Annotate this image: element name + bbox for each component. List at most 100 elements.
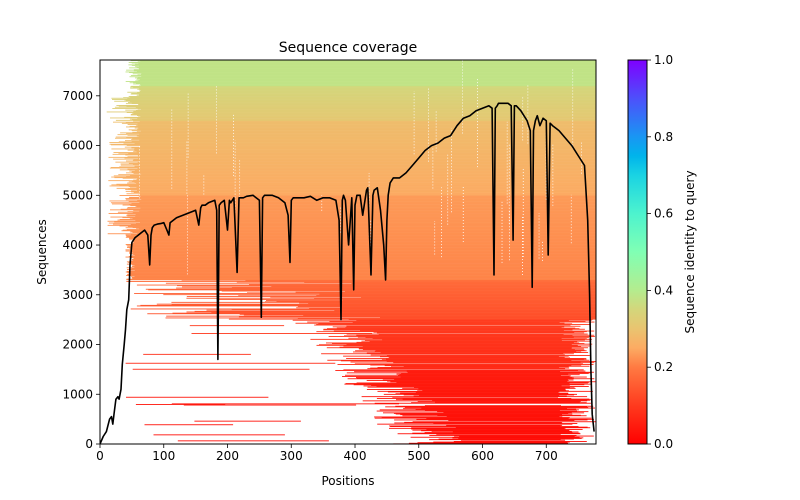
coverage-row xyxy=(345,383,570,384)
coverage-row xyxy=(126,145,596,146)
colorbar xyxy=(627,59,648,445)
coverage-row xyxy=(127,149,596,151)
coverage-row xyxy=(126,176,596,177)
coverage-row xyxy=(126,236,596,238)
coverage-row xyxy=(219,288,596,290)
coverage-row xyxy=(129,82,596,84)
coverage-row xyxy=(131,102,596,104)
coverage-row xyxy=(367,386,570,388)
coverage-row xyxy=(130,75,596,76)
coverage-row xyxy=(337,364,594,365)
coverage-row xyxy=(138,127,596,128)
coverage-row xyxy=(370,367,570,369)
coverage-row xyxy=(137,199,596,201)
coverage-row xyxy=(111,167,596,168)
coverage-row xyxy=(119,184,596,186)
coverage-row xyxy=(400,414,562,416)
coverage-row xyxy=(130,250,596,251)
coverage-row xyxy=(354,371,561,373)
coverage-row xyxy=(394,422,563,424)
coverage-row xyxy=(134,165,596,167)
coverage-row xyxy=(390,426,579,427)
coverage-row xyxy=(131,259,596,261)
coverage-row xyxy=(448,420,575,421)
coverage-row xyxy=(376,398,572,399)
coverage-row xyxy=(404,407,589,408)
coverage-row xyxy=(374,417,592,419)
coverage-row xyxy=(126,126,596,128)
coverage-row xyxy=(416,418,594,420)
coverage-row xyxy=(133,258,596,260)
coverage-row xyxy=(361,340,592,342)
coverage-row xyxy=(123,142,596,144)
coverage-row xyxy=(140,116,596,118)
coverage-row xyxy=(132,254,596,256)
coverage-row xyxy=(130,114,596,116)
coverage-row xyxy=(134,182,596,183)
coverage-row xyxy=(134,255,596,257)
coverage-row xyxy=(137,61,596,63)
coverage-row xyxy=(206,309,596,311)
coverage-row xyxy=(297,318,596,319)
coverage-row xyxy=(136,305,596,307)
coverage-row xyxy=(129,251,596,253)
coverage-row xyxy=(106,111,596,113)
colorbar-axis: 0.0 0.2 0.4 0.6 0.8 1.0 xyxy=(647,53,673,451)
coverage-row xyxy=(147,313,596,315)
coverage-row xyxy=(127,124,596,125)
coverage-row xyxy=(395,405,594,407)
coverage-row xyxy=(113,175,596,177)
coverage-row xyxy=(380,356,559,358)
coverage-row xyxy=(414,387,575,389)
coverage-row xyxy=(421,407,595,409)
coverage-row xyxy=(189,325,285,327)
coverage-row xyxy=(122,229,596,231)
coverage-row xyxy=(121,122,596,124)
coverage-row xyxy=(111,176,596,178)
coverage-row xyxy=(392,397,558,399)
coverage-row xyxy=(122,177,596,179)
coverage-row xyxy=(336,327,576,329)
coverage-row xyxy=(394,419,588,421)
coverage-row xyxy=(247,292,596,294)
coverage-row xyxy=(335,370,578,371)
coverage-row xyxy=(140,130,596,132)
coverage-row xyxy=(376,332,585,334)
coverage-row xyxy=(131,191,596,193)
coverage-row xyxy=(366,389,566,390)
coverage-row xyxy=(446,424,563,426)
coverage-row xyxy=(137,74,596,76)
coverage-row xyxy=(356,382,588,384)
coverage-row xyxy=(128,201,596,202)
coverage-row xyxy=(134,150,596,152)
y-tick-label: 7000 xyxy=(62,89,93,103)
coverage-row xyxy=(132,259,596,260)
coverage-row xyxy=(135,80,596,82)
coverage-row xyxy=(183,404,357,406)
coverage-row xyxy=(133,110,596,112)
coverage-row xyxy=(115,161,596,163)
x-tick-label: 600 xyxy=(471,449,494,463)
coverage-row xyxy=(132,159,596,161)
coverage-row xyxy=(153,434,285,436)
coverage-row xyxy=(402,387,576,389)
coverage-row xyxy=(129,76,596,78)
coverage-row xyxy=(388,356,565,358)
coverage-row xyxy=(133,150,596,152)
coverage-row xyxy=(127,226,596,227)
coverage-row xyxy=(316,344,578,346)
coverage-row xyxy=(131,130,596,131)
coverage-row xyxy=(417,442,568,444)
coverage-row xyxy=(132,232,596,233)
coverage-row xyxy=(138,79,596,81)
coverage-row xyxy=(129,217,596,219)
coverage-row xyxy=(393,413,569,414)
coverage-row xyxy=(133,159,596,161)
coverage-row xyxy=(191,333,373,334)
coverage-row xyxy=(113,158,596,160)
coverage-row xyxy=(424,405,561,407)
coverage-row xyxy=(342,376,570,377)
coverage-row xyxy=(426,418,569,420)
coverage-row xyxy=(148,289,596,291)
coverage-row xyxy=(138,103,596,105)
